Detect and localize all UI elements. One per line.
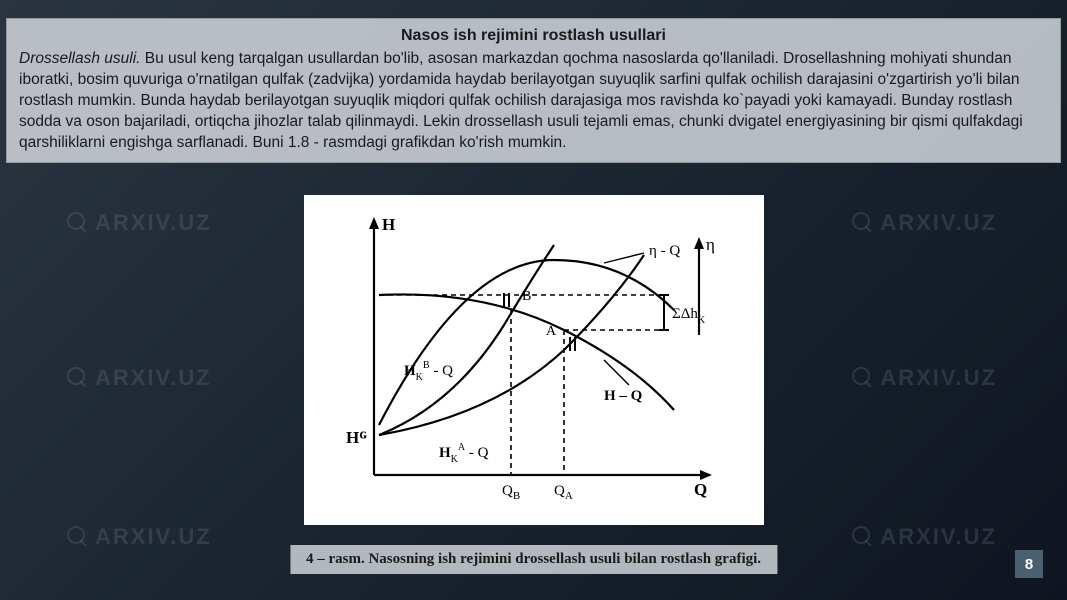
panel-body: Drossellash usuli. Bu usul keng tarqalga…	[19, 49, 1048, 154]
label-etaQ: η - Q	[649, 243, 680, 259]
svg-text:HKA - Q: HKA - Q	[439, 442, 489, 465]
label-A: A	[546, 324, 557, 339]
label-QA: Q	[554, 483, 565, 499]
watermark: ARXIV.UZ	[880, 365, 997, 391]
label-Q: Q	[694, 480, 707, 499]
label-H: H	[382, 215, 395, 234]
label-HQ: H – Q	[604, 388, 643, 404]
svg-text:QB: QB	[502, 483, 520, 502]
lead-phrase: Drossellash usuli.	[19, 50, 140, 67]
svg-text:HKB - Q: HKB - Q	[404, 360, 453, 383]
label-eta: η	[706, 235, 715, 254]
watermark: ARXIV.UZ	[880, 524, 997, 550]
figure-caption: 4 – rasm. Nasosning ish rejimini drossel…	[290, 545, 777, 574]
watermark: ARXIV.UZ	[880, 210, 997, 236]
panel-title: Nasos ish rejimini rostlash usullari	[19, 27, 1048, 45]
label-B: B	[522, 289, 531, 304]
svg-text:ΣΔhK: ΣΔhK	[672, 306, 706, 326]
watermark: ARXIV.UZ	[95, 524, 212, 550]
page-number-badge: 8	[1015, 550, 1043, 578]
label-Hg: Hᴳ	[346, 428, 367, 447]
description-panel: Nasos ish rejimini rostlash usullari Dro…	[6, 18, 1061, 163]
label-QB: Q	[502, 483, 513, 499]
chart-figure: H Hᴳ Q η QB QA η - Q H – Q B A HKB - Q H…	[304, 195, 764, 525]
watermark: ARXIV.UZ	[95, 365, 212, 391]
svg-text:QA: QA	[554, 483, 573, 502]
watermark: ARXIV.UZ	[95, 210, 212, 236]
body-continuation: Bu usul keng tarqalgan usullardan bo'lib…	[19, 50, 1023, 151]
